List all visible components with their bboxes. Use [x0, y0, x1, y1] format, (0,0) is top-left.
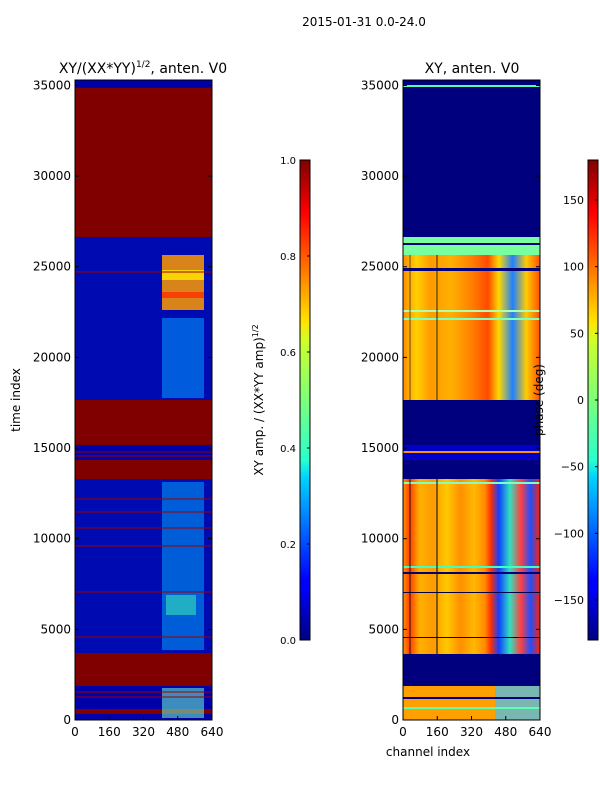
amp-band-mid-upper	[75, 400, 212, 445]
amp-y-tick-label: 5000	[40, 622, 71, 636]
amp-colorbar: 0.0 0.2 0.4 0.6 0.8 1.0 XY amp. / (XX*YY amp)…	[251, 156, 311, 647]
phase-x-tick-label: 160	[426, 725, 449, 739]
phase-y-tick-label: 30000	[361, 169, 399, 183]
phase-colorbar: phase (deg) −150 −100 −50 0 50 100 150	[532, 159, 599, 641]
amp-colorbar-tick-label: 0.4	[280, 444, 296, 455]
amp-band-bottom	[75, 709, 212, 714]
phase-band-top-line	[403, 85, 540, 87]
amp-structure-upper-b	[162, 270, 204, 280]
phase-band-blue-strip-line	[403, 451, 540, 453]
amp-x-tick-label: 320	[132, 725, 155, 739]
amp-x-tick-label: 0	[71, 725, 79, 739]
phase-x-tick-label: 640	[529, 725, 552, 739]
phase-band-upper-lines	[403, 310, 540, 312]
amp-band-mid-lower	[75, 460, 212, 479]
amp-structure-low	[162, 482, 204, 650]
amp-y-tick-label: 20000	[33, 350, 71, 364]
amp-structure-low-b	[166, 595, 196, 615]
phase-y-tick-label: 20000	[361, 350, 399, 364]
phase-panel: XY, anten. V0 0 5000 10000 15000 20000 25000 3…	[361, 61, 552, 759]
amp-colorbar-tick-label: 1.0	[280, 156, 296, 167]
phase-y-tick-label: 5000	[368, 622, 399, 636]
phase-colorbar-label: phase (deg)	[532, 364, 546, 436]
phase-colorbar-tick-label: 50	[570, 327, 584, 340]
phase-y-tick-label: 25000	[361, 260, 399, 274]
phase-y-ticks: 0 5000 10000 15000 20000 25000 30000 35000	[361, 78, 540, 727]
phase-band-bottom-right	[495, 686, 540, 720]
amp-structure-upper	[162, 255, 204, 310]
amp-band-top	[75, 88, 212, 237]
amp-x-tick-label: 480	[166, 725, 189, 739]
phase-y-tick-label: 10000	[361, 532, 399, 546]
phase-x-ticks: 0 160 320 480 640	[399, 716, 551, 739]
amp-colorbar-tick-label: 0.0	[280, 636, 296, 647]
phase-colorbar-ticks: −150 −100 −50 0 50 100 150	[554, 194, 598, 607]
phase-x-tick-label: 320	[460, 725, 483, 739]
figure-title: 2015-01-31 0.0-24.0	[302, 15, 426, 29]
phase-colorbar-tick-label: 100	[563, 261, 584, 274]
amp-y-tick-label: 25000	[33, 260, 71, 274]
phase-band-lower-line	[403, 592, 540, 593]
phase-y-tick-label: 15000	[361, 441, 399, 455]
amp-x-tick-label: 640	[201, 725, 224, 739]
phase-colorbar-tick-label: −100	[554, 527, 584, 540]
amp-colorbar-tick-label: 0.8	[280, 252, 296, 263]
amp-panel-title: XY/(XX*YY)1/2, anten. V0	[59, 60, 227, 77]
phase-band-green-line	[403, 243, 540, 245]
phase-colorbar-tick-label: −50	[561, 461, 584, 474]
amp-y-tick-label: 30000	[33, 169, 71, 183]
amp-y-tick-label: 0	[63, 713, 71, 727]
phase-colorbar-tick-label: −150	[554, 594, 584, 607]
phase-x-axis-label: channel index	[386, 745, 470, 759]
phase-colorbar-tick-label: 150	[563, 194, 584, 207]
phase-y-tick-label: 0	[391, 713, 399, 727]
amp-y-ticks: 0 5000 10000 15000 20000 25000 30000 35000	[33, 78, 212, 727]
amp-colorbar-tick-label: 0.2	[280, 540, 296, 551]
amp-y-axis-label: time index	[9, 368, 23, 432]
amp-band-low	[75, 653, 212, 686]
amp-colorbar-ticks: 0.0 0.2 0.4 0.6 0.8 1.0	[280, 156, 310, 647]
amp-structure-bottom	[162, 688, 204, 718]
phase-band-lower-line	[403, 566, 540, 568]
phase-band-upper-lines	[403, 318, 540, 320]
phase-band-lower-line	[403, 637, 540, 638]
phase-band-lower-line	[403, 482, 540, 484]
amp-y-tick-label: 15000	[33, 441, 71, 455]
amp-structure-upper-c	[162, 292, 204, 298]
amp-x-tick-label: 160	[98, 725, 121, 739]
phase-band-green	[403, 237, 540, 255]
amp-colorbar-label: XY amp. / (XX*YY amp)1/2	[251, 324, 266, 475]
amp-colorbar-scale	[299, 159, 311, 641]
amp-x-ticks: 0 160 320 480 640	[71, 716, 223, 739]
phase-x-tick-label: 480	[494, 725, 517, 739]
phase-panel-title: XY, anten. V0	[425, 61, 520, 77]
phase-y-tick-label: 35000	[361, 78, 399, 92]
phase-band-bottom-line	[403, 707, 540, 709]
phase-band-bottom-line	[403, 697, 540, 699]
phase-band-upper	[403, 255, 540, 400]
amp-colorbar-tick-label: 0.6	[280, 348, 296, 359]
phase-x-tick-label: 0	[399, 725, 407, 739]
amp-structure-mid	[162, 318, 204, 398]
phase-band-upper-lines	[403, 268, 540, 271]
amp-y-tick-label: 10000	[33, 532, 71, 546]
phase-colorbar-tick-label: 0	[577, 394, 584, 407]
phase-band-lower-line	[403, 572, 540, 574]
amp-y-tick-label: 35000	[33, 78, 71, 92]
